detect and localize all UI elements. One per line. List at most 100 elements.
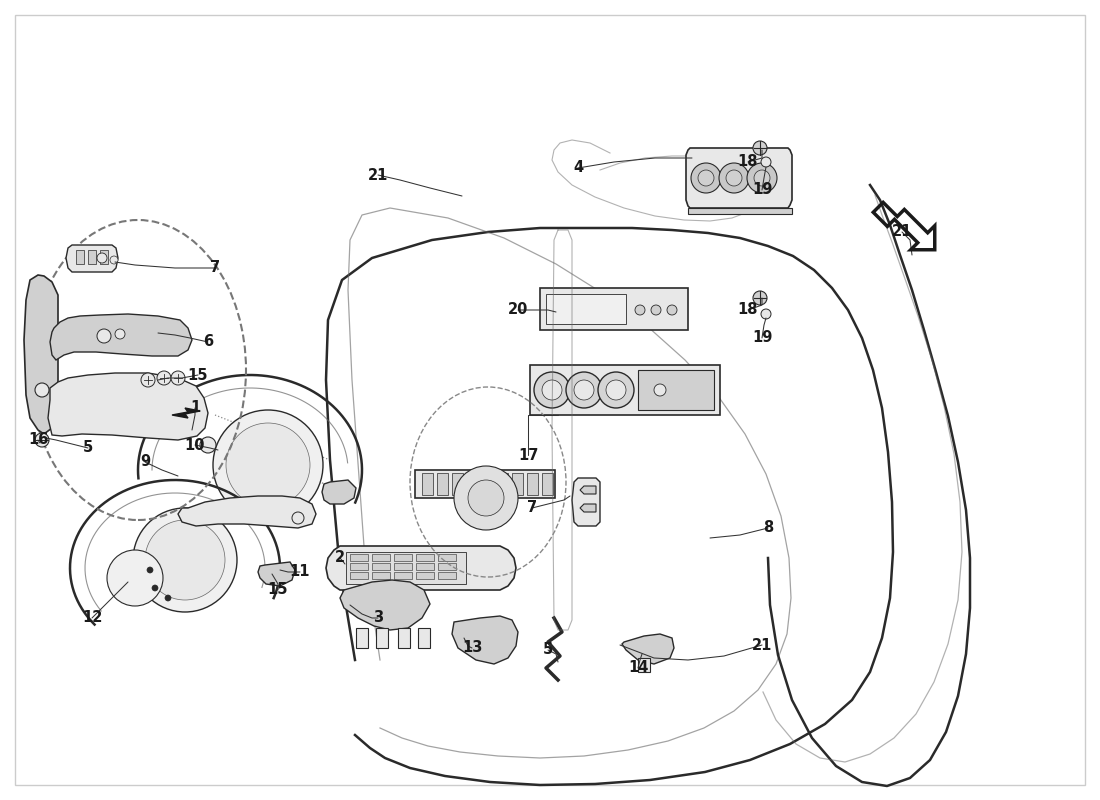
Circle shape: [667, 305, 676, 315]
Bar: [76, 250, 84, 264]
Bar: [394, 554, 412, 561]
Bar: [546, 294, 626, 324]
Bar: [497, 473, 508, 495]
Text: 16: 16: [28, 433, 48, 447]
Circle shape: [226, 423, 310, 507]
Circle shape: [200, 437, 216, 453]
Polygon shape: [398, 628, 410, 648]
Bar: [527, 473, 538, 495]
Bar: [540, 288, 688, 330]
Circle shape: [654, 384, 666, 396]
Circle shape: [292, 512, 304, 524]
Circle shape: [107, 550, 163, 606]
Text: 5: 5: [543, 642, 553, 658]
Circle shape: [606, 380, 626, 400]
Circle shape: [454, 466, 518, 530]
Bar: [100, 250, 108, 264]
Polygon shape: [376, 628, 388, 648]
Text: 9: 9: [140, 454, 150, 470]
Bar: [512, 473, 522, 495]
Polygon shape: [340, 580, 430, 630]
Text: 21: 21: [367, 167, 388, 182]
Circle shape: [133, 508, 236, 612]
Circle shape: [691, 163, 720, 193]
Circle shape: [213, 410, 323, 520]
Circle shape: [761, 309, 771, 319]
Circle shape: [754, 170, 770, 186]
Circle shape: [635, 305, 645, 315]
Text: 18: 18: [738, 302, 758, 318]
Text: 11: 11: [289, 565, 310, 579]
Bar: [372, 563, 390, 570]
Circle shape: [726, 170, 742, 186]
Text: 10: 10: [185, 438, 206, 453]
Circle shape: [698, 170, 714, 186]
Text: 4: 4: [573, 161, 583, 175]
Circle shape: [145, 520, 226, 600]
Bar: [468, 473, 478, 495]
Bar: [394, 572, 412, 579]
Text: 21: 21: [751, 638, 772, 653]
Circle shape: [157, 371, 170, 385]
Bar: [416, 563, 434, 570]
Text: 18: 18: [738, 154, 758, 170]
Bar: [688, 208, 792, 214]
Text: 1: 1: [190, 401, 200, 415]
Polygon shape: [322, 480, 356, 504]
Polygon shape: [580, 486, 596, 494]
Polygon shape: [258, 562, 295, 586]
Polygon shape: [530, 365, 720, 415]
Circle shape: [141, 373, 155, 387]
Polygon shape: [66, 245, 118, 272]
Circle shape: [170, 371, 185, 385]
Bar: [542, 473, 553, 495]
Bar: [350, 572, 368, 579]
Text: 21: 21: [892, 225, 912, 239]
Circle shape: [598, 372, 634, 408]
Polygon shape: [452, 616, 518, 664]
Text: 7: 7: [210, 261, 220, 275]
Polygon shape: [50, 314, 192, 360]
Bar: [422, 473, 433, 495]
Polygon shape: [356, 628, 369, 648]
Polygon shape: [638, 658, 650, 672]
Polygon shape: [418, 628, 430, 648]
Text: 20: 20: [508, 302, 528, 318]
Polygon shape: [580, 504, 596, 512]
Circle shape: [754, 141, 767, 155]
Text: 19: 19: [751, 330, 772, 346]
Circle shape: [97, 329, 111, 343]
Bar: [372, 554, 390, 561]
Circle shape: [116, 329, 125, 339]
Bar: [346, 552, 466, 584]
Polygon shape: [572, 478, 600, 526]
Bar: [350, 563, 368, 570]
Polygon shape: [621, 634, 674, 664]
Bar: [88, 250, 96, 264]
Polygon shape: [172, 408, 200, 418]
Text: 19: 19: [751, 182, 772, 198]
Bar: [638, 370, 714, 410]
Circle shape: [754, 291, 767, 305]
Circle shape: [651, 305, 661, 315]
Text: 14: 14: [628, 661, 648, 675]
Circle shape: [97, 253, 107, 263]
Text: 8: 8: [763, 521, 773, 535]
Text: 15: 15: [188, 367, 208, 382]
Bar: [438, 572, 456, 579]
Text: 15: 15: [267, 582, 288, 598]
Polygon shape: [326, 546, 516, 590]
Text: 12: 12: [81, 610, 102, 626]
Polygon shape: [415, 470, 556, 498]
Circle shape: [147, 567, 153, 573]
Circle shape: [761, 157, 771, 167]
Bar: [372, 572, 390, 579]
Circle shape: [542, 380, 562, 400]
Circle shape: [165, 595, 170, 601]
Circle shape: [574, 380, 594, 400]
Text: 2: 2: [334, 550, 345, 566]
Circle shape: [35, 383, 50, 397]
Circle shape: [110, 256, 118, 264]
Circle shape: [468, 480, 504, 516]
Bar: [394, 563, 412, 570]
